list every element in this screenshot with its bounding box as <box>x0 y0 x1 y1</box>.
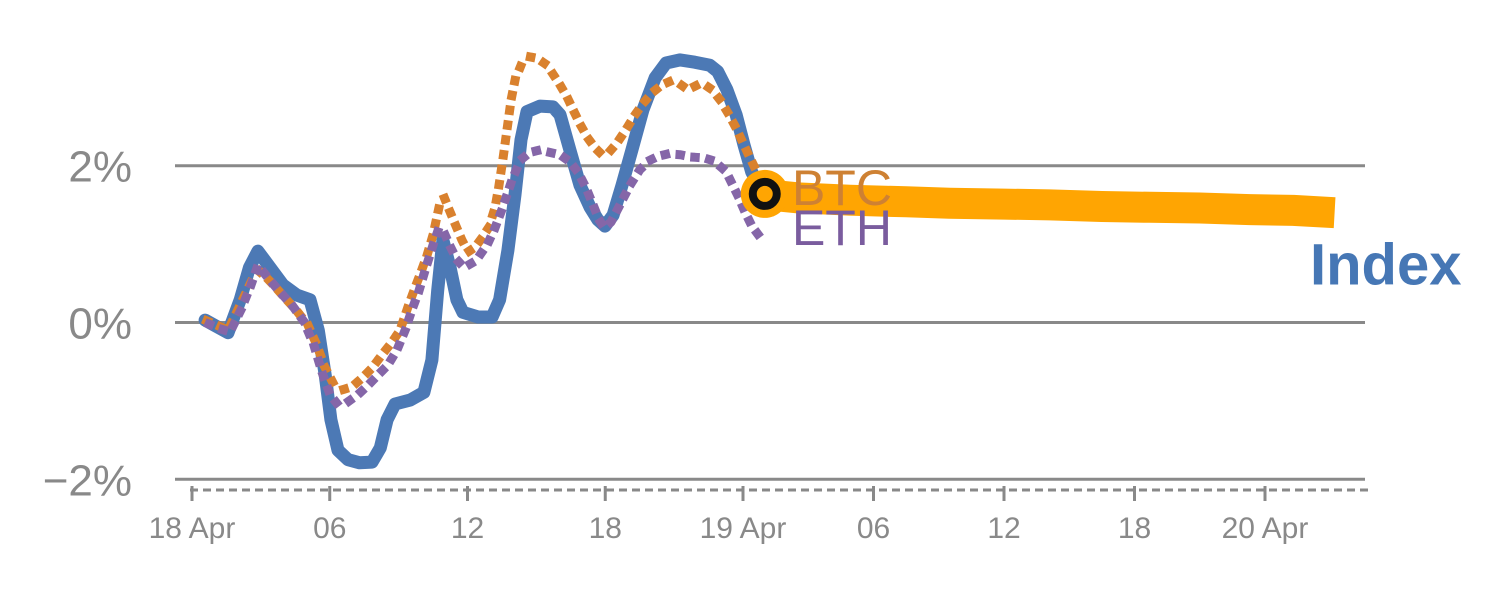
x-tick-label: 18 Apr <box>149 512 236 545</box>
x-tick-label: 12 <box>987 512 1020 545</box>
current-value-marker-ring <box>748 177 781 210</box>
btc-label: BTC <box>792 160 892 216</box>
eth-line <box>203 145 773 410</box>
eth-label: ETH <box>792 200 892 256</box>
index-label: Index <box>1310 233 1462 298</box>
x-tick-label: 20 Apr <box>1222 512 1309 545</box>
x-tick-label: 12 <box>451 512 484 545</box>
x-tick-label: 18 <box>589 512 622 545</box>
index-line <box>198 53 772 470</box>
btc-line <box>200 52 769 395</box>
x-tick-label: 06 <box>857 512 890 545</box>
y-tick-label: −2% <box>43 456 132 505</box>
x-tick-label: 18 <box>1118 512 1151 545</box>
index-projection-band <box>764 179 1336 229</box>
y-tick-label: 2% <box>68 143 132 192</box>
x-tick-label: 06 <box>313 512 346 545</box>
x-tick-label: 19 Apr <box>700 512 787 545</box>
y-tick-label: 0% <box>68 300 132 349</box>
